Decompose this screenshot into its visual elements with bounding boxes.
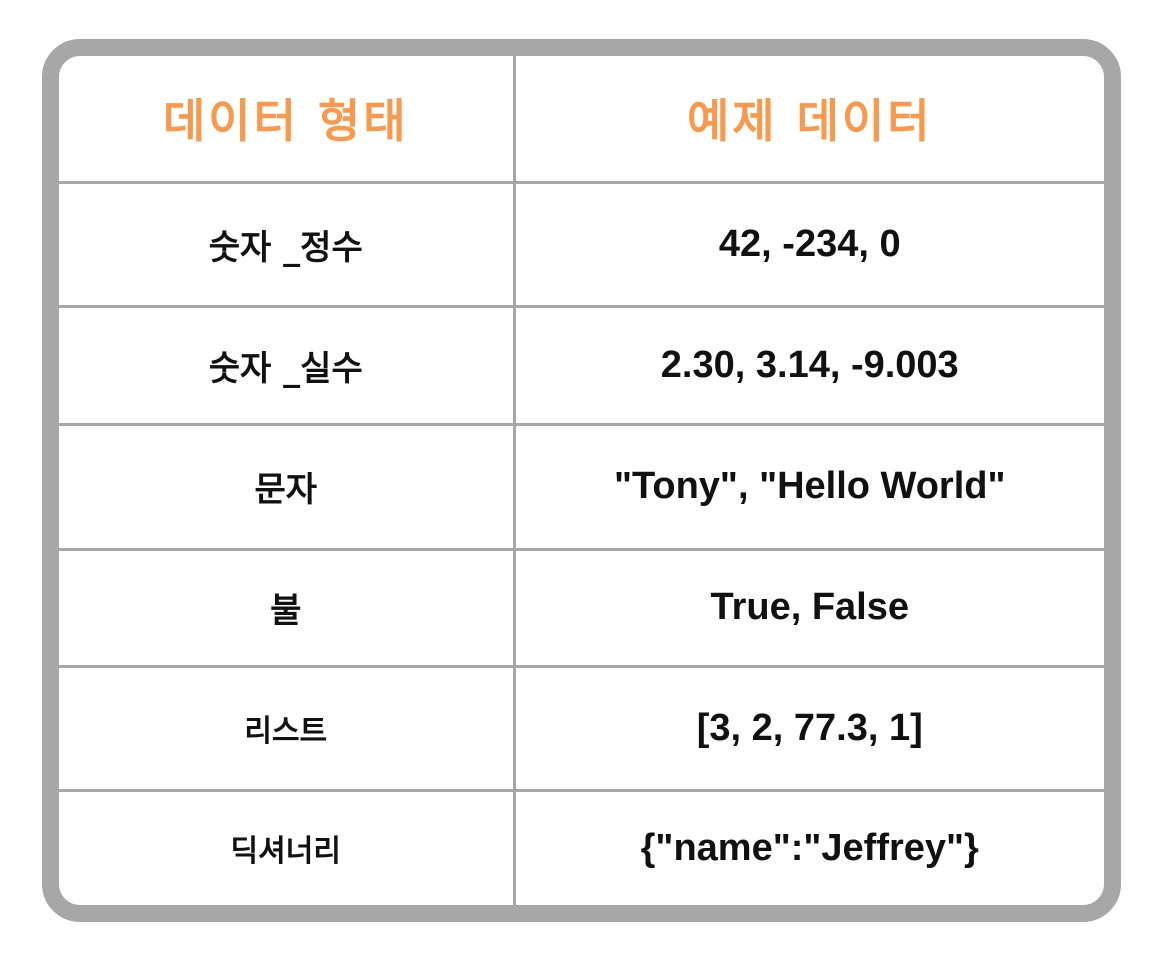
example-cell: True, False (512, 547, 1104, 668)
type-cell: 불 (59, 547, 516, 668)
table-row: 숫자 _정수 42, -234, 0 (59, 180, 1104, 308)
type-cell: 리스트 (59, 664, 516, 792)
header-data-type: 데이터 형태 (59, 56, 516, 184)
type-cell: 딕셔너리 (59, 788, 516, 905)
example-cell: "Tony", "Hello World" (512, 422, 1104, 551)
table-row: 숫자 _실수 2.30, 3.14, -9.003 (59, 304, 1104, 426)
table-row: 문자 "Tony", "Hello World" (59, 422, 1104, 551)
table-frame: 데이터 형태 예제 데이터 숫자 _정수 42, -234, 0 숫자 _실수 … (42, 39, 1121, 922)
type-cell: 숫자 _정수 (59, 180, 516, 308)
header-example-data: 예제 데이터 (512, 56, 1104, 184)
example-cell: 2.30, 3.14, -9.003 (512, 304, 1104, 426)
data-type-table: 데이터 형태 예제 데이터 숫자 _정수 42, -234, 0 숫자 _실수 … (59, 56, 1104, 905)
table-row: 불 True, False (59, 547, 1104, 668)
table-row: 리스트 [3, 2, 77.3, 1] (59, 664, 1104, 792)
type-cell: 숫자 _실수 (59, 304, 516, 426)
example-cell: 42, -234, 0 (512, 180, 1104, 308)
example-cell: {"name":"Jeffrey"} (512, 788, 1104, 905)
type-cell: 문자 (59, 422, 516, 551)
example-cell: [3, 2, 77.3, 1] (512, 664, 1104, 792)
table-header-row: 데이터 형태 예제 데이터 (59, 56, 1104, 184)
table-row: 딕셔너리 {"name":"Jeffrey"} (59, 788, 1104, 905)
